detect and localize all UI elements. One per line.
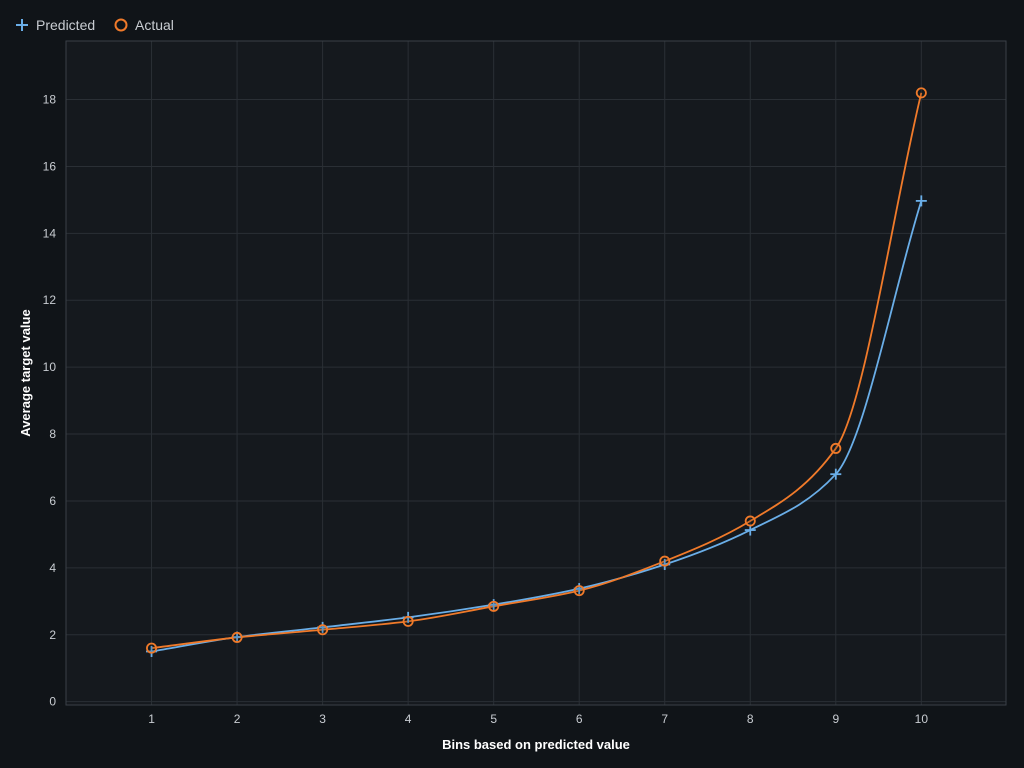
data-point-actual[interactable] <box>573 585 585 597</box>
x-tick-label: 10 <box>915 712 929 726</box>
grid-lines <box>66 41 1006 705</box>
data-point-actual[interactable] <box>659 555 671 567</box>
x-tick-label: 4 <box>405 712 412 726</box>
x-axis-title: Bins based on predicted value <box>442 737 630 752</box>
x-tick-label: 9 <box>832 712 839 726</box>
x-tick-label: 8 <box>747 712 754 726</box>
data-point-predicted[interactable] <box>915 195 927 207</box>
legend-label-predicted: Predicted <box>36 17 95 33</box>
y-tick-label: 10 <box>43 360 57 374</box>
data-point-actual[interactable] <box>402 615 414 627</box>
y-tick-label: 18 <box>43 93 57 107</box>
plot-area <box>66 41 1006 705</box>
data-point-actual[interactable] <box>744 515 756 527</box>
y-tick-label: 12 <box>43 293 57 307</box>
y-tick-label: 6 <box>49 494 56 508</box>
data-point-actual[interactable] <box>488 600 500 612</box>
data-point-actual[interactable] <box>915 87 927 99</box>
x-tick-label: 7 <box>661 712 668 726</box>
y-tick-label: 0 <box>49 695 56 709</box>
y-tick-label: 4 <box>49 561 56 575</box>
series-markers <box>146 87 927 657</box>
legend-item-predicted[interactable]: Predicted <box>16 17 95 33</box>
x-tick-label: 3 <box>319 712 326 726</box>
plus-icon <box>16 19 28 31</box>
data-point-actual[interactable] <box>231 631 243 643</box>
x-tick-label: 2 <box>234 712 241 726</box>
x-tick-label: 1 <box>148 712 155 726</box>
y-tick-label: 8 <box>49 427 56 441</box>
x-tick-label: 5 <box>490 712 497 726</box>
data-point-actual[interactable] <box>146 642 158 654</box>
x-tick-label: 6 <box>576 712 583 726</box>
legend: Predicted Actual <box>16 17 174 33</box>
y-tick-label: 16 <box>43 159 57 173</box>
data-point-predicted[interactable] <box>830 468 842 480</box>
y-tick-label: 14 <box>43 226 57 240</box>
legend-label-actual: Actual <box>135 17 174 33</box>
data-point-actual[interactable] <box>317 624 329 636</box>
y-tick-label: 2 <box>49 628 56 642</box>
legend-item-actual[interactable]: Actual <box>114 17 174 33</box>
y-axis-title: Average target value <box>18 309 33 436</box>
data-point-actual[interactable] <box>830 442 842 454</box>
plot-border <box>65 40 1007 706</box>
circle-icon <box>114 18 128 32</box>
